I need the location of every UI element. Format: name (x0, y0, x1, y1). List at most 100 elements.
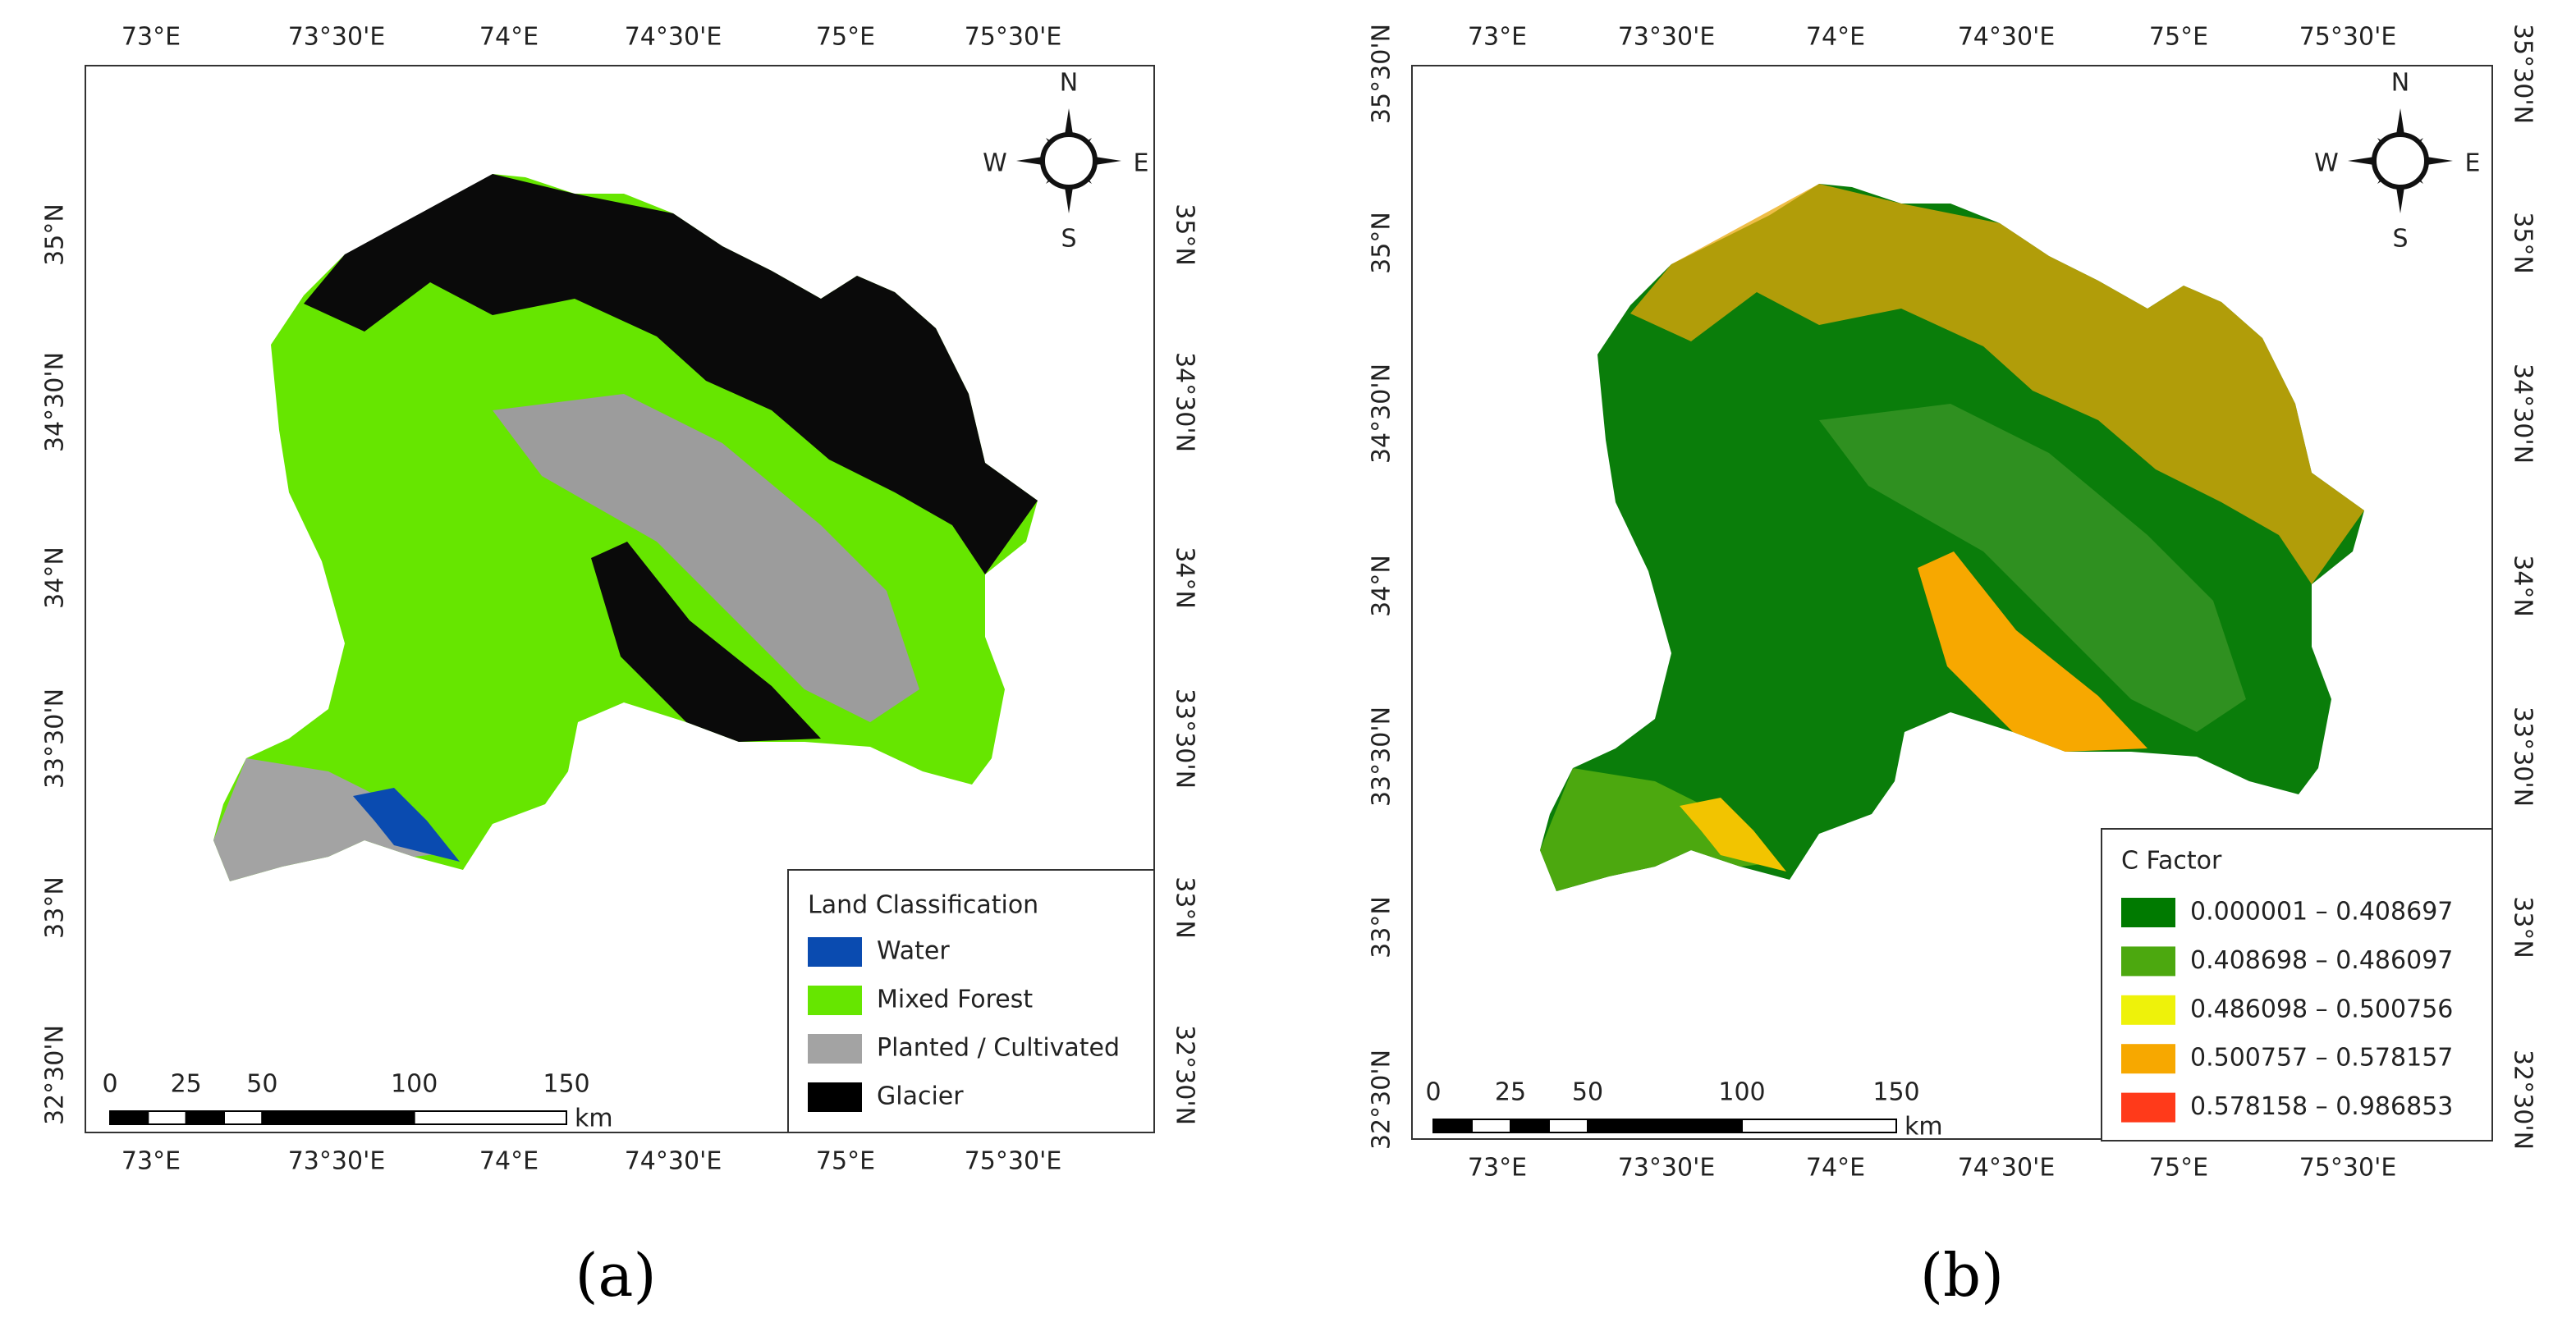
scale-segment (261, 1110, 415, 1125)
scale-label: 25 (1495, 1078, 1526, 1107)
legend-label: Mixed Forest (877, 986, 1033, 1014)
latitude-label: 35°N (1171, 204, 1199, 266)
legend-label: Planted / Cultivated (877, 1034, 1120, 1063)
scale-label: 25 (171, 1070, 202, 1099)
scale-segment (1432, 1119, 1473, 1133)
longitude-label: 73°30'E (1618, 23, 1716, 52)
legend-label: 0.000001 – 0.408697 (2190, 898, 2453, 927)
scale-label: 150 (543, 1070, 589, 1099)
north-arrow: N S W E (2314, 69, 2480, 254)
latitude-label: 33°30'N (1171, 689, 1199, 789)
latitude-label: 33°30'N (1368, 707, 1396, 807)
legend-label: 0.500757 – 0.578157 (2190, 1044, 2453, 1073)
longitude-label: 75°E (816, 23, 875, 52)
scale-label: 0 (102, 1070, 117, 1099)
map-a (213, 174, 1038, 881)
longitude-label: 73°30'E (1618, 1154, 1716, 1183)
scale-bar: 0 25 50 100 150 km (1425, 1078, 1942, 1142)
latitude-label: 34°N (41, 547, 70, 609)
legend-box (2101, 828, 2493, 1142)
scale-unit: km (1904, 1113, 1943, 1142)
legend-swatch (2121, 946, 2175, 977)
scale-segment (185, 1110, 226, 1125)
longitude-label: 75°E (816, 1147, 875, 1176)
map-frame (85, 65, 1155, 1133)
legend-label: Water (877, 937, 950, 966)
latitude-label: 32°30'N (1171, 1025, 1199, 1125)
latitude-label: 34°N (2509, 555, 2537, 617)
latitude-label: 34°N (1368, 555, 1396, 617)
longitude-label: 74°30'E (1958, 1154, 2056, 1183)
latitude-label: 33°N (2509, 896, 2537, 959)
compass-label: W (2314, 149, 2339, 178)
latitude-label: 34°30'N (1368, 364, 1396, 464)
longitude-label: 75°E (2149, 1154, 2208, 1183)
legend-label: 0.578158 – 0.986853 (2190, 1092, 2453, 1121)
legend-swatch (2121, 1044, 2175, 1074)
longitude-label: 73°E (1468, 23, 1527, 52)
compass-label: W (983, 149, 1007, 178)
legend-title: Land Classification (808, 891, 1038, 920)
legend-swatch (808, 1034, 862, 1064)
scale-label: 100 (391, 1070, 438, 1099)
legend-swatch (808, 986, 862, 1015)
latitude-label: 32°30'N (1368, 1050, 1396, 1150)
longitude-label: 73°E (121, 1147, 181, 1176)
legend-label: 0.486098 – 0.500756 (2190, 995, 2453, 1023)
panel-caption: (a) (575, 1241, 656, 1310)
latitude-label: 35°N (2509, 212, 2537, 274)
latitude-label: 34°30'N (2509, 364, 2537, 464)
latitude-label: 35°N (1368, 212, 1396, 274)
longitude-label: 73°E (121, 23, 181, 52)
scale-segment (109, 1110, 149, 1125)
longitude-label: 74°E (1806, 23, 1865, 52)
compass-ring (2372, 132, 2429, 190)
panel: 73°E 73°E 73°30'E 73°30'E 74°E 74°E 74°30'E 74°… (41, 23, 1199, 1311)
scale-segment (1741, 1119, 1897, 1133)
north-arrow: N S W E (983, 69, 1148, 254)
legend-swatch (2121, 995, 2175, 1025)
compass-label: S (1061, 225, 1076, 254)
map-b (1540, 184, 2364, 891)
scale-label: 50 (1572, 1078, 1603, 1107)
legend-title: C Factor (2121, 847, 2222, 876)
compass-label: N (1060, 69, 1078, 98)
scale-bar: 0 25 50 100 150 km (102, 1070, 612, 1133)
scale-label: 50 (246, 1070, 277, 1099)
longitude-label: 75°E (2149, 23, 2208, 52)
compass-label: N (2391, 69, 2409, 98)
scale-segment (1510, 1119, 1550, 1133)
latitude-label: 35°30'N (1368, 24, 1396, 124)
scale-label: 0 (1425, 1078, 1441, 1107)
legend-swatch (808, 1082, 862, 1112)
longitude-label: 74°E (479, 1147, 539, 1176)
latitude-label: 32°30'N (41, 1025, 70, 1125)
latitude-label: 34°30'N (41, 352, 70, 452)
map-frame (1411, 65, 2493, 1140)
scale-segment (1587, 1119, 1743, 1133)
scale-segment (413, 1110, 567, 1125)
panel-caption: (b) (1920, 1241, 2004, 1310)
latitude-label: 33°30'N (2509, 707, 2537, 807)
longitude-label: 75°30'E (2299, 23, 2397, 52)
longitude-label: 74°E (1806, 1154, 1865, 1183)
latitude-label: 34°N (1171, 547, 1199, 609)
latitude-label: 33°30'N (41, 689, 70, 789)
latitude-label: 34°30'N (1171, 352, 1199, 452)
scale-segment (1548, 1119, 1588, 1133)
longitude-label: 74°30'E (625, 23, 722, 52)
longitude-label: 73°30'E (288, 1147, 386, 1176)
latitude-label: 35°30'N (2509, 24, 2537, 124)
legend-swatch (2121, 1092, 2175, 1123)
latitude-label: 35°N (41, 204, 70, 266)
legend-swatch (808, 937, 862, 967)
scale-segment (147, 1110, 187, 1125)
latitude-label: 33°N (41, 876, 70, 939)
panel: 73°E 73°E 73°30'E 73°30'E 74°E 74°E 74°30'E 74°… (1368, 23, 2537, 1311)
longitude-label: 74°E (479, 23, 539, 52)
longitude-label: 75°30'E (965, 1147, 1062, 1176)
scale-unit: km (575, 1105, 613, 1133)
legend: Land Classification Water Mixed Forest Plan… (787, 869, 1155, 1133)
scale-segment (1471, 1119, 1511, 1133)
